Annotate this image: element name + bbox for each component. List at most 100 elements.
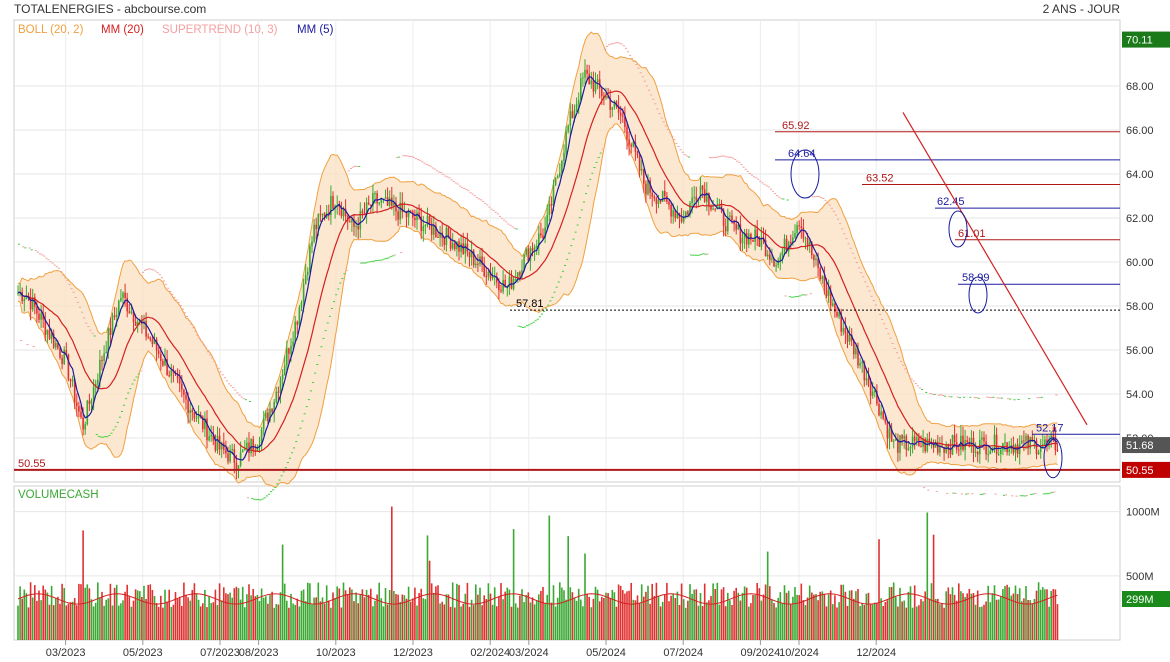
candle-body <box>874 390 876 392</box>
volume-bar <box>246 594 248 640</box>
candle-body <box>838 312 840 317</box>
highlight-ellipse <box>948 210 968 248</box>
volume-bar <box>626 591 628 640</box>
top-value-badge: 70.11 <box>1126 35 1153 47</box>
candle-body <box>769 254 771 260</box>
volume-bar <box>890 587 893 640</box>
volume-last-badge: 299M <box>1126 594 1154 606</box>
candle-body <box>775 265 777 267</box>
volume-bar <box>181 605 183 640</box>
candle-body <box>170 370 173 377</box>
candle-body <box>69 379 72 382</box>
volume-bar <box>624 593 626 640</box>
bollinger-lower <box>17 123 1058 488</box>
candle-body <box>67 354 70 380</box>
candle-body <box>756 229 758 238</box>
volume-bar <box>958 583 960 640</box>
candle-body <box>193 412 196 419</box>
candle-body <box>850 334 853 341</box>
candle-body <box>378 202 380 204</box>
candle-body <box>166 359 168 376</box>
candle-body <box>632 142 635 147</box>
volume-bar <box>435 586 437 640</box>
volume-bar <box>88 588 91 640</box>
volume-bar <box>846 605 849 640</box>
candle-body <box>92 386 95 401</box>
candle-body <box>540 233 542 236</box>
volume-bar <box>758 588 761 640</box>
candle-body <box>435 225 437 237</box>
volume-bar <box>378 582 380 640</box>
candle-body <box>52 333 55 348</box>
candle-body <box>367 202 370 205</box>
x-tick-label: 08/2023 <box>239 647 279 659</box>
candle-body <box>594 82 597 92</box>
candle-body <box>155 339 158 351</box>
volume-bar <box>672 593 674 640</box>
volume-bar <box>25 593 28 640</box>
volume-bar <box>855 591 857 640</box>
volume-bar <box>120 603 122 640</box>
candle-body <box>1052 435 1055 437</box>
candle-body <box>355 226 357 228</box>
candle-body <box>76 402 78 407</box>
volume-bar <box>661 601 664 640</box>
volume-bar <box>21 598 23 640</box>
volume-bar <box>63 587 65 640</box>
volume-bar <box>311 604 313 640</box>
volume-bar <box>720 589 723 640</box>
volume-bar <box>550 602 553 640</box>
volume-bar <box>27 607 30 640</box>
candle-body <box>84 424 86 430</box>
level-label: 63.52 <box>866 173 894 185</box>
volume-bar <box>195 593 198 640</box>
volume-bar <box>510 606 513 640</box>
volume-bar <box>286 600 288 640</box>
candle-body <box>447 227 450 238</box>
candle-body <box>672 210 674 217</box>
candle-body <box>586 69 588 74</box>
volume-bar <box>256 594 259 640</box>
volume-bar <box>76 605 78 640</box>
volume-bar <box>424 599 427 640</box>
candle-body <box>750 233 752 240</box>
volume-bar <box>664 594 666 640</box>
candle-body <box>204 418 206 430</box>
volume-bar <box>674 597 677 640</box>
volume-tick-label: 1000M <box>1126 507 1160 519</box>
candle-body <box>237 465 240 470</box>
candle-body <box>802 227 805 239</box>
volume-bar <box>269 595 271 640</box>
candle-body <box>571 111 574 119</box>
volume-bar <box>405 598 408 640</box>
candle-body <box>813 255 815 261</box>
candle-body <box>151 339 154 345</box>
candle-body <box>391 197 393 206</box>
volume-bar <box>321 597 324 640</box>
candle-body <box>321 213 324 216</box>
candle-body <box>420 216 422 232</box>
candle-body <box>934 442 937 448</box>
candle-body <box>372 193 374 206</box>
volume-bar <box>556 597 559 640</box>
candle-body <box>130 311 133 313</box>
candle-body <box>968 441 971 447</box>
volume-bar <box>82 530 84 640</box>
candle-body <box>651 192 653 197</box>
candle-body <box>468 251 471 258</box>
candle-body <box>254 450 257 452</box>
volume-bar <box>577 588 580 640</box>
volume-bar <box>676 591 679 640</box>
candle-body <box>216 435 219 451</box>
volume-bar <box>174 592 177 640</box>
candle-body <box>752 239 754 242</box>
candle-body <box>220 442 223 450</box>
candle-body <box>493 276 496 278</box>
candle-body <box>80 411 82 418</box>
volume-bar <box>540 590 542 640</box>
candle-body <box>338 204 341 207</box>
volume-bar <box>271 591 273 640</box>
level-label: 58.99 <box>962 272 990 284</box>
candles <box>17 59 1059 480</box>
volume-bar <box>729 600 731 640</box>
